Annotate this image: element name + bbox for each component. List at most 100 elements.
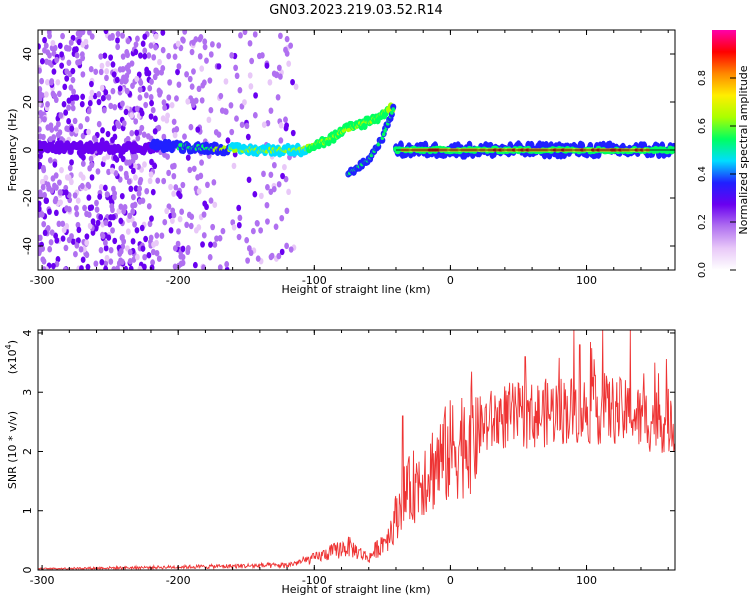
- spectrogram-x-tick-label: -200: [166, 274, 191, 287]
- spectrogram-cell: [267, 79, 273, 86]
- spectrogram-cell: [60, 220, 66, 227]
- spectrogram-cell: [64, 44, 69, 52]
- spectrogram-cell: [110, 227, 115, 234]
- snr-y-ticks: 0 1 2 3 4: [21, 329, 675, 574]
- snr-x-tick-label: 0: [447, 574, 454, 587]
- spectrogram-cell: [95, 168, 101, 175]
- spectrogram-cell: [188, 123, 194, 131]
- spectrogram-cell: [202, 38, 208, 45]
- spectrogram-cell: [188, 222, 194, 230]
- spectrogram-cell: [74, 127, 79, 134]
- spectrogram-cell: [112, 237, 118, 245]
- spectrogram-cell: [178, 253, 184, 260]
- spectrogram-cell: [77, 140, 84, 149]
- spectrogram-cell: [175, 240, 181, 248]
- spectrogram-cell: [88, 95, 94, 102]
- spectrogram-cell: [80, 71, 86, 78]
- spectrogram-cell: [154, 232, 160, 239]
- spectrogram-cell: [56, 220, 62, 228]
- spectrogram-y-axis-label: Frequency (Hz): [6, 109, 19, 192]
- spectrogram-cell: [258, 192, 264, 200]
- spectrogram-cell: [131, 193, 136, 201]
- spectrogram-cell: [96, 120, 102, 128]
- spectrogram-cell: [284, 242, 290, 250]
- spectrogram-cell: [239, 121, 245, 128]
- spectrogram-cell: [96, 98, 102, 106]
- spectrogram-cell: [42, 116, 47, 123]
- spectrogram-cell: [278, 32, 283, 40]
- spectrogram-cell: [89, 80, 94, 88]
- spectrogram-cell: [108, 54, 114, 61]
- spectrogram-cell: [130, 202, 136, 209]
- spectrogram-cell: [278, 137, 284, 144]
- spectrogram-cell: [123, 170, 129, 178]
- spectrogram-cell: [80, 132, 86, 140]
- spectrogram-cell: [196, 188, 202, 195]
- spectrogram-cell: [255, 255, 261, 262]
- spectrogram-cell: [228, 102, 234, 109]
- spectrogram-cell: [288, 42, 294, 49]
- colorbar-tick-label: 0.2: [697, 214, 708, 230]
- spectrogram-cell: [201, 264, 207, 270]
- spectrogram-cell: [179, 208, 185, 215]
- spectrogram-x-tick-label: 100: [576, 274, 597, 287]
- spectrogram-cell: [229, 128, 235, 136]
- spectrogram-cell: [76, 237, 81, 244]
- spectrogram-cell: [98, 214, 104, 221]
- spectrogram-cell: [138, 176, 144, 184]
- spectrogram-cell: [56, 90, 62, 98]
- spectrogram-cell: [49, 229, 55, 236]
- spectrogram-cell: [159, 232, 165, 239]
- spectrogram-y-tick-label: -20: [21, 189, 34, 207]
- spectrogram-cell: [249, 57, 255, 65]
- spectrogram-cell: [391, 107, 396, 112]
- spectrogram-cell: [192, 261, 198, 269]
- spectrogram-cell: [214, 235, 219, 242]
- spectrogram-cell: [151, 54, 157, 61]
- spectrogram-cell: [148, 42, 154, 49]
- spectrogram-cell: [128, 185, 134, 193]
- spectrogram-cell: [84, 233, 90, 240]
- spectrogram-cell: [86, 211, 92, 218]
- spectrogram-cell: [242, 30, 248, 36]
- spectrogram-cell: [153, 44, 158, 51]
- spectrogram-cell: [115, 43, 121, 51]
- spectrogram-cell: [111, 266, 117, 270]
- spectrogram-cell: [79, 182, 85, 190]
- spectrogram-cell: [148, 113, 154, 120]
- colorbar-ticks: 0.0 0.2 0.4 0.6 0.8: [697, 70, 736, 278]
- spectrogram-cell: [201, 211, 207, 218]
- spectrogram-cell: [175, 40, 181, 48]
- spectrogram-cell: [150, 259, 155, 266]
- spectrogram-cell: [80, 174, 86, 181]
- spectrogram-cell: [89, 204, 95, 211]
- spectrogram-cell: [185, 98, 191, 105]
- spectrogram-cell: [103, 89, 109, 96]
- spectrogram-cell: [134, 129, 140, 136]
- spectrogram-cell: [69, 125, 75, 132]
- spectrogram-cell: [133, 48, 139, 56]
- spectrogram-cell: [74, 46, 79, 53]
- spectrogram-cell: [51, 50, 57, 57]
- spectrogram-cell: [184, 71, 189, 78]
- spectrogram-cell: [38, 117, 42, 125]
- snr-x-axis-label: Height of straight line (km): [281, 583, 430, 596]
- spectrogram-cell: [185, 245, 191, 252]
- spectrogram-cell: [38, 200, 42, 207]
- spectrogram-cell: [55, 131, 61, 139]
- spectrogram-cell: [109, 203, 115, 210]
- spectrogram-x-tick-label: 0: [447, 274, 454, 287]
- spectrogram-cell: [204, 57, 209, 64]
- spectrogram-cell: [89, 174, 95, 181]
- spectrogram-cell: [136, 190, 142, 197]
- spectrogram-cell: [40, 256, 46, 263]
- spectrogram-cell: [55, 120, 61, 128]
- spectrogram-cell: [252, 31, 258, 38]
- spectrogram-cell: [150, 248, 156, 256]
- spectrogram-cell: [64, 75, 70, 82]
- spectrogram-cell: [53, 209, 59, 217]
- spectrogram-cell: [118, 165, 124, 172]
- spectrogram-cell: [137, 265, 143, 270]
- spectrogram-cell: [103, 219, 109, 226]
- spectrogram-cell: [276, 181, 282, 188]
